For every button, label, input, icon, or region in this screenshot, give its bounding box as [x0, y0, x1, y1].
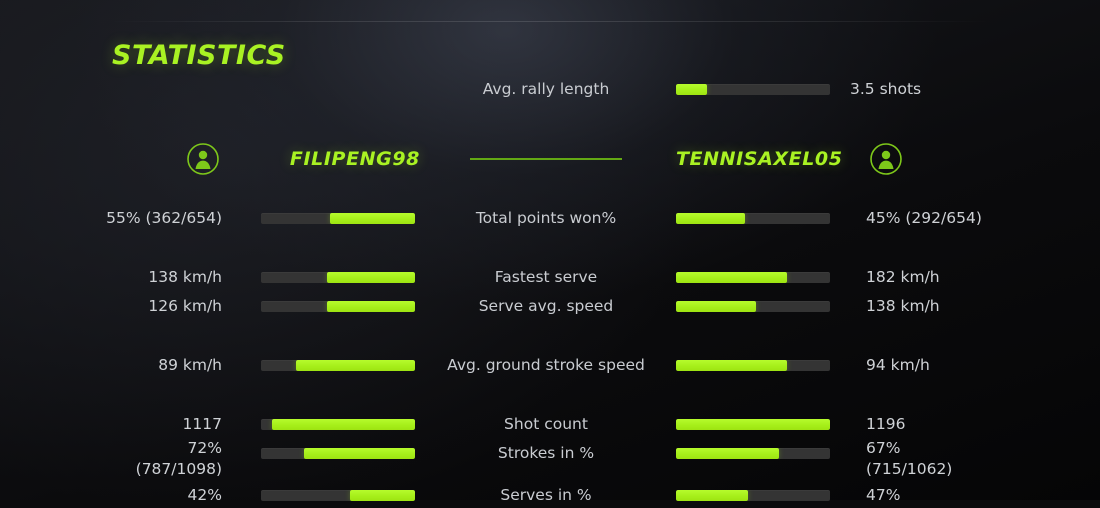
top-divider: [110, 21, 990, 22]
stat-label: Total points won%: [475, 209, 617, 227]
stat-right-value: 47%: [866, 486, 901, 504]
stat-right-value: 182 km/h: [866, 268, 940, 286]
stat-row-strokes: 72% (787/1098) Strokes in % 67% (715/106…: [0, 439, 1100, 478]
stat-left-value: 126 km/h: [148, 297, 222, 315]
stat-bar-left-fill: [330, 213, 415, 224]
stat-bar-right-fill: [676, 360, 787, 371]
stat-right-value-detail: (715/1062): [866, 460, 953, 478]
stat-left-value: 89 km/h: [158, 356, 222, 374]
stat-label: Serves in %: [500, 486, 592, 504]
stat-bar-right-track: [676, 448, 830, 459]
stat-row-serves: 42% Serves in % 47%: [0, 482, 1100, 508]
stat-right-value: 1196: [866, 415, 906, 433]
rally-bar-fill: [676, 84, 707, 95]
stat-bar-left-track: [261, 360, 415, 371]
player-name-left[interactable]: FILIPENG98: [289, 148, 420, 170]
stat-bar-left-track: [261, 301, 415, 312]
stat-left-value: 1117: [182, 415, 222, 433]
stat-left-value: 138 km/h: [148, 268, 222, 286]
player-name-right[interactable]: TENNISAXEL05: [676, 148, 843, 170]
stat-bar-right-fill: [676, 448, 780, 459]
page-title: STATISTICS: [112, 40, 286, 71]
stat-bar-left-fill: [350, 490, 415, 501]
players-header: FILIPENG98 TENNISAXEL05: [0, 142, 1100, 176]
stat-row-shot-count: 1117 Shot count 1196: [0, 411, 1100, 437]
rally-value: 3.5 shots: [850, 80, 922, 98]
stat-bar-right-track: [676, 490, 830, 501]
stat-label: Shot count: [504, 415, 588, 433]
stat-bar-left-fill: [304, 448, 415, 459]
stat-left-value-detail: (787/1098): [135, 460, 222, 478]
stat-bar-left-fill: [327, 301, 415, 312]
stat-bar-left-track: [261, 490, 415, 501]
stat-label: Fastest serve: [494, 268, 598, 286]
stat-right-value-block: 67% (715/1062): [866, 438, 1086, 480]
rally-bar-track: [676, 84, 830, 95]
stat-bar-right-track: [676, 360, 830, 371]
stat-label-rally: Avg. rally length: [482, 80, 610, 98]
stat-bar-left-track: [261, 272, 415, 283]
user-avatar-icon[interactable]: [186, 142, 220, 176]
stat-bar-right-fill: [676, 213, 746, 224]
stat-bar-left-fill: [327, 272, 415, 283]
stat-left-value-block: 72% (787/1098): [60, 438, 222, 480]
stat-right-value: 67%: [866, 439, 901, 457]
stat-row-ground-stroke: 89 km/h Avg. ground stroke speed 94 km/h: [0, 352, 1100, 378]
stat-bar-right-fill: [676, 301, 757, 312]
stat-row-total-points: 55% (362/654) Total points won% 45% (292…: [0, 205, 1100, 231]
stat-left-value: 72%: [187, 439, 222, 457]
stat-row-serve-avg-speed: 126 km/h Serve avg. speed 138 km/h: [0, 293, 1100, 319]
user-avatar-icon[interactable]: [869, 142, 903, 176]
header-divider: [470, 158, 622, 160]
stat-right-value: 45% (292/654): [866, 209, 982, 227]
stat-row-fastest-serve: 138 km/h Fastest serve 182 km/h: [0, 264, 1100, 290]
stat-right-value: 94 km/h: [866, 356, 930, 374]
stat-bar-left-track: [261, 213, 415, 224]
stat-label: Strokes in %: [497, 444, 595, 462]
stat-label: Avg. ground stroke speed: [447, 356, 645, 374]
stat-bar-right-track: [676, 272, 830, 283]
stat-bar-left-track: [261, 448, 415, 459]
stat-left-value: 42%: [187, 486, 222, 504]
stat-bar-right-fill: [676, 490, 749, 501]
stat-bar-left-track: [261, 419, 415, 430]
stat-bar-left-fill: [296, 360, 415, 371]
stat-bar-right-fill: [676, 272, 787, 283]
stat-left-value: 55% (362/654): [106, 209, 222, 227]
stat-right-value: 138 km/h: [866, 297, 940, 315]
stat-bar-left-fill: [271, 419, 415, 430]
stat-label: Serve avg. speed: [478, 297, 614, 315]
stat-bar-right-fill: [676, 419, 830, 430]
stat-bar-right-track: [676, 301, 830, 312]
stat-bar-right-track: [676, 213, 830, 224]
stat-bar-right-track: [676, 419, 830, 430]
stat-row-rally: Avg. rally length 3.5 shots: [0, 76, 1100, 102]
